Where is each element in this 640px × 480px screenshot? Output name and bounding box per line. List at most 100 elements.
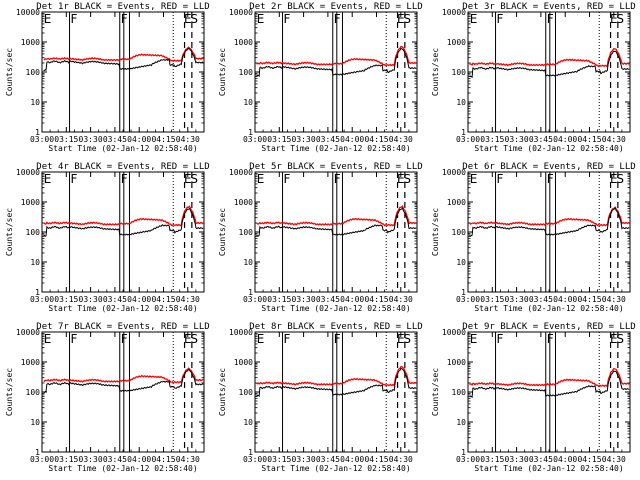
flag-label: E [470, 332, 478, 346]
x-tick-label: 04:00 [553, 455, 577, 464]
y-tick-label: 100 [452, 228, 467, 237]
x-tick-label: 03:15 [54, 295, 78, 304]
x-tick-label: 04:30 [389, 295, 413, 304]
flag-label: E [184, 332, 192, 346]
x-tick-label: 03:30 [292, 295, 316, 304]
y-tick-label: 1000 [21, 38, 40, 47]
lld-series-line [469, 367, 630, 388]
y-tick-label: 10 [243, 418, 253, 427]
plot-frame [467, 11, 631, 133]
chart-panel: Det 3r BLACK = Events, RED = LLD 1 10 100 10… [431, 2, 636, 153]
flag-label: F [497, 12, 504, 26]
x-tick-label: 04:00 [553, 295, 577, 304]
y-tick-label: 1 [35, 288, 40, 297]
plot-frame [467, 171, 631, 293]
y-tick-label: 10000 [442, 8, 466, 17]
panel-title: Det 9r BLACK = Events, RED = LLD [462, 322, 635, 332]
y-tick-label: 10 [30, 258, 40, 267]
flag-label: E [397, 332, 405, 346]
panel-title: Det 6r BLACK = Events, RED = LLD [462, 162, 635, 172]
x-tick-label: 03:30 [505, 295, 529, 304]
chart-panel: Det 6r BLACK = Events, RED = LLD 1 10 100 10… [431, 162, 636, 313]
x-tick-label: 04:00 [340, 455, 364, 464]
x-tick-label: 03:15 [267, 135, 291, 144]
x-tick-label: 03:15 [480, 295, 504, 304]
x-tick-label: 03:15 [267, 455, 291, 464]
x-tick-label: 03:00 [30, 135, 54, 144]
x-tick-label: 04:30 [389, 135, 413, 144]
x-tick-label: 03:30 [79, 455, 103, 464]
x-tick-label: 03:30 [292, 455, 316, 464]
x-tick-label: 03:45 [103, 455, 127, 464]
x-tick-label: 04:30 [176, 135, 200, 144]
y-tick-label: 100 [452, 388, 467, 397]
plot-frame [254, 171, 418, 293]
flag-label: S [190, 172, 198, 186]
events-series-line [256, 48, 417, 78]
x-tick-label: 03:45 [529, 135, 553, 144]
x-tick-label: 03:30 [79, 295, 103, 304]
x-tick-label: 03:00 [30, 455, 54, 464]
flag-label: E [257, 12, 265, 26]
lld-series-line [469, 206, 630, 227]
x-tick-label: 03:00 [243, 295, 267, 304]
y-tick-label: 100 [239, 228, 254, 237]
flag-label: E [44, 332, 52, 346]
x-tick-label: 03:45 [529, 295, 553, 304]
x-axis-label: Start Time (02-Jan-12 02:58:40) [474, 304, 623, 313]
y-axis-label: Counts/sec [431, 368, 440, 416]
y-tick-label: 10 [243, 98, 253, 107]
y-tick-label: 10000 [442, 328, 466, 337]
flag-label: E [397, 172, 405, 186]
flag-label: F [71, 172, 78, 186]
x-tick-label: 03:30 [505, 135, 529, 144]
y-axis-label: Counts/sec [5, 208, 14, 256]
flag-label: E [397, 12, 405, 26]
y-tick-label: 1 [461, 128, 466, 137]
chart-panel: Det 1r BLACK = Events, RED = LLD 1 10 100 10… [5, 2, 210, 153]
x-tick-label: 03:15 [480, 135, 504, 144]
plot-frame [41, 11, 205, 133]
x-tick-label: 04:30 [602, 135, 626, 144]
lld-series-line [43, 205, 204, 227]
x-axis-label: Start Time (02-Jan-12 02:58:40) [261, 464, 410, 473]
flag-label: F [284, 12, 291, 26]
x-tick-label: 04:30 [176, 455, 200, 464]
flag-label: F [547, 332, 554, 346]
x-tick-label: 04:15 [364, 295, 388, 304]
y-tick-label: 10 [243, 258, 253, 267]
y-tick-label: 1 [248, 288, 253, 297]
events-series-line [256, 367, 417, 397]
flag-label: S [190, 332, 198, 346]
y-tick-label: 100 [26, 228, 41, 237]
lld-series-line [469, 47, 630, 68]
x-tick-label: 04:30 [602, 455, 626, 464]
flag-label: S [616, 172, 624, 186]
flag-label: S [616, 332, 624, 346]
y-tick-label: 1 [248, 448, 253, 457]
events-series-line [469, 50, 630, 79]
x-tick-label: 03:45 [529, 455, 553, 464]
flag-label: F [334, 172, 341, 186]
panel-title: Det 5r BLACK = Events, RED = LLD [249, 162, 422, 172]
x-tick-label: 03:00 [243, 455, 267, 464]
x-tick-label: 04:00 [127, 295, 151, 304]
panel-title: Det 2r BLACK = Events, RED = LLD [249, 2, 422, 12]
events-series-line [43, 47, 204, 71]
x-axis-label: Start Time (02-Jan-12 02:58:40) [48, 304, 197, 313]
y-tick-label: 100 [26, 388, 41, 397]
flag-label: F [71, 332, 78, 346]
x-tick-label: 03:15 [54, 455, 78, 464]
panel-title: Det 3r BLACK = Events, RED = LLD [462, 2, 635, 12]
x-tick-label: 04:15 [364, 135, 388, 144]
flag-label: S [190, 12, 198, 26]
plot-frame [41, 331, 205, 453]
y-tick-label: 10000 [229, 168, 253, 177]
x-tick-label: 04:15 [151, 455, 175, 464]
y-tick-label: 100 [452, 68, 467, 77]
y-tick-label: 10000 [229, 328, 253, 337]
x-tick-label: 03:45 [103, 295, 127, 304]
flag-label: F [547, 172, 554, 186]
flag-label: F [334, 332, 341, 346]
x-tick-label: 04:00 [127, 455, 151, 464]
